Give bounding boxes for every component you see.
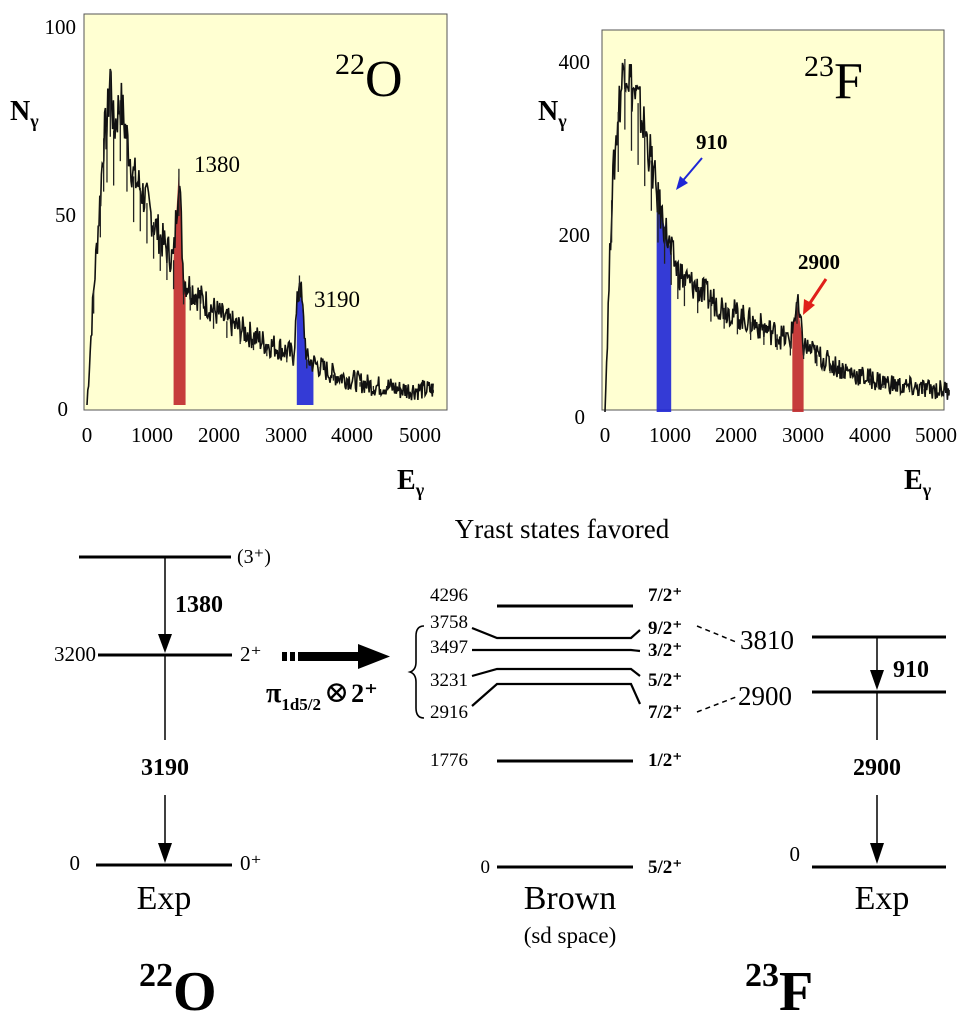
energy-o22-3200: 3200 bbox=[54, 642, 96, 666]
peak-label-2900: 2900 bbox=[798, 250, 840, 274]
energy-brown-2916: 2916 bbox=[430, 702, 468, 723]
energy-brown-1776: 1776 bbox=[430, 750, 468, 771]
nucleus-o22: 22O bbox=[139, 957, 217, 1023]
coupling: π1d5/2 ⊗2⁺ bbox=[266, 625, 425, 719]
x-tick-1000: 1000 bbox=[131, 423, 173, 447]
level-brown-3758 bbox=[471, 626, 641, 640]
x-axis-label-f23: Eγ bbox=[904, 465, 932, 500]
exp-label-f23: Exp bbox=[855, 880, 910, 917]
plot-area-f23 bbox=[601, 29, 945, 411]
nucleus-label-o22: 22O bbox=[335, 48, 403, 108]
spin-brown-3758: 9/2⁺ bbox=[648, 618, 682, 639]
nucleus-label-f23: 23F bbox=[804, 50, 863, 110]
brace bbox=[407, 625, 425, 719]
spectrum-noise-o22 bbox=[93, 69, 434, 393]
level-scheme-f23: 3810 2900 0 910 2900 Exp 23F bbox=[738, 625, 946, 1023]
energy-f23-0: 0 bbox=[790, 842, 801, 866]
y-axis-label-f23: Nγ bbox=[538, 96, 567, 131]
x-tick-4000: 4000 bbox=[849, 423, 891, 447]
y-tick-200: 200 bbox=[559, 223, 591, 247]
energy-f23-2900: 2900 bbox=[738, 681, 792, 711]
spectrum-noise-f23 bbox=[610, 59, 950, 395]
coupling-arrow-dash bbox=[282, 652, 287, 661]
coupling-arrow-body bbox=[298, 652, 360, 661]
level-brown-2916 bbox=[471, 682, 642, 707]
transition-910-label: 910 bbox=[893, 657, 929, 683]
nucleus-f23: 23F bbox=[745, 957, 813, 1023]
x-tick-3000: 3000 bbox=[782, 423, 824, 447]
x-tick-5000: 5000 bbox=[915, 423, 957, 447]
energy-brown-4296: 4296 bbox=[430, 585, 468, 606]
spectrum-o22: 100 50 0 0 1000 2000 3000 4000 5000 Nγ E… bbox=[10, 13, 448, 500]
transition-2900-label: 2900 bbox=[853, 755, 901, 781]
peak-arrowhead-910 bbox=[676, 176, 688, 190]
scheme-title: Yrast states favored bbox=[455, 514, 670, 544]
spin-brown-3231: 5/2⁺ bbox=[648, 670, 682, 691]
transition-2900-arrowhead bbox=[870, 843, 884, 864]
spin-o22-3plus: (3⁺) bbox=[237, 546, 271, 568]
brown-label: Brown bbox=[524, 880, 617, 917]
correspondence-line-2900 bbox=[696, 696, 737, 713]
transition-910-arrowhead bbox=[870, 670, 884, 690]
y-tick-50: 50 bbox=[55, 203, 76, 227]
x-tick-0: 0 bbox=[600, 423, 611, 447]
peak-label-910: 910 bbox=[696, 130, 728, 154]
spectrum-f23: 400 200 0 0 1000 2000 3000 4000 5000 Nγ … bbox=[538, 29, 957, 500]
x-tick-3000: 3000 bbox=[265, 423, 307, 447]
peak-label-1380: 1380 bbox=[194, 152, 240, 177]
energy-brown-3497: 3497 bbox=[430, 637, 468, 658]
peak-highlight-0 bbox=[173, 168, 186, 405]
x-tick-1000: 1000 bbox=[649, 423, 691, 447]
peak-label-3190: 3190 bbox=[314, 287, 360, 312]
spin-brown-1776: 1/2⁺ bbox=[648, 750, 682, 771]
transition-1380-label: 1380 bbox=[175, 592, 223, 618]
spin-brown-2916: 7/2⁺ bbox=[648, 702, 682, 723]
transition-3190-arrowhead bbox=[158, 843, 172, 863]
peak-arrowhead-2900 bbox=[803, 299, 815, 315]
peak-arrow-2900 bbox=[806, 278, 828, 307]
x-tick-4000: 4000 bbox=[331, 423, 373, 447]
transition-3190-label: 3190 bbox=[141, 755, 189, 781]
coupling-label: π1d5/2 ⊗2⁺ bbox=[266, 676, 378, 714]
y-tick-400: 400 bbox=[559, 50, 591, 74]
spin-o22-0plus: 0⁺ bbox=[240, 851, 262, 875]
x-axis-label-o22: Eγ bbox=[397, 465, 425, 500]
x-tick-5000: 5000 bbox=[399, 423, 441, 447]
level-scheme-o22: (3⁺) 3200 2⁺ 0 0⁺ 1380 3190 Exp 22O bbox=[54, 546, 271, 1023]
brown-sublabel: (sd space) bbox=[524, 923, 617, 948]
x-tick-2000: 2000 bbox=[715, 423, 757, 447]
spin-brown-4296: 7/2⁺ bbox=[648, 585, 682, 606]
level-brown-3231 bbox=[471, 667, 641, 678]
transition-1380-arrowhead bbox=[158, 634, 172, 653]
spin-brown-3497: 3/2⁺ bbox=[648, 640, 682, 661]
x-tick-2000: 2000 bbox=[198, 423, 240, 447]
y-tick-0: 0 bbox=[575, 405, 586, 429]
spin-o22-2plus: 2⁺ bbox=[240, 642, 262, 666]
y-tick-100: 100 bbox=[45, 15, 77, 39]
spin-brown-0: 5/2⁺ bbox=[648, 857, 682, 878]
energy-brown-3758: 3758 bbox=[430, 612, 468, 633]
energy-brown-3231: 3231 bbox=[430, 670, 468, 691]
y-tick-0: 0 bbox=[58, 397, 69, 421]
coupling-arrow-dash bbox=[290, 652, 295, 661]
spectrum-line-o22 bbox=[86, 68, 434, 406]
energy-o22-0: 0 bbox=[70, 851, 81, 875]
correspondence-line-3810 bbox=[696, 625, 737, 643]
y-axis-label-o22: Nγ bbox=[10, 96, 39, 131]
x-tick-0: 0 bbox=[82, 423, 93, 447]
peak-highlight-1 bbox=[792, 301, 804, 412]
level-brown-3497 bbox=[472, 648, 641, 653]
energy-f23-3810: 3810 bbox=[740, 625, 794, 655]
exp-label-o22: Exp bbox=[137, 880, 192, 917]
level-scheme-brown: 4296 7/2⁺ 3758 9/2⁺ 3497 3/2⁺ 3231 5/2⁺ … bbox=[430, 585, 682, 948]
energy-brown-0: 0 bbox=[481, 857, 491, 878]
coupling-arrowhead bbox=[358, 644, 390, 669]
